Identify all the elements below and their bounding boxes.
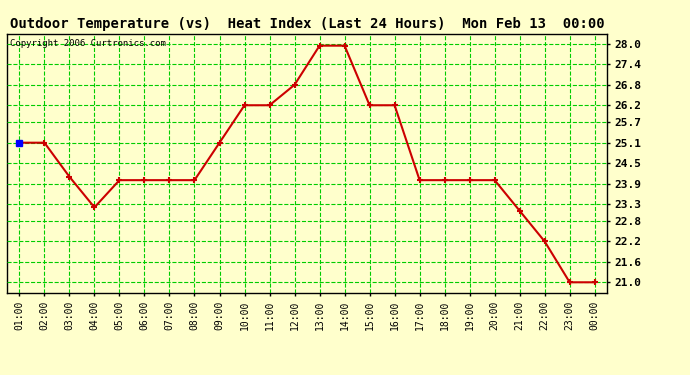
Title: Outdoor Temperature (vs)  Heat Index (Last 24 Hours)  Mon Feb 13  00:00: Outdoor Temperature (vs) Heat Index (Las… [10,17,604,31]
Text: Copyright 2006 Curtronics.com: Copyright 2006 Curtronics.com [10,39,166,48]
